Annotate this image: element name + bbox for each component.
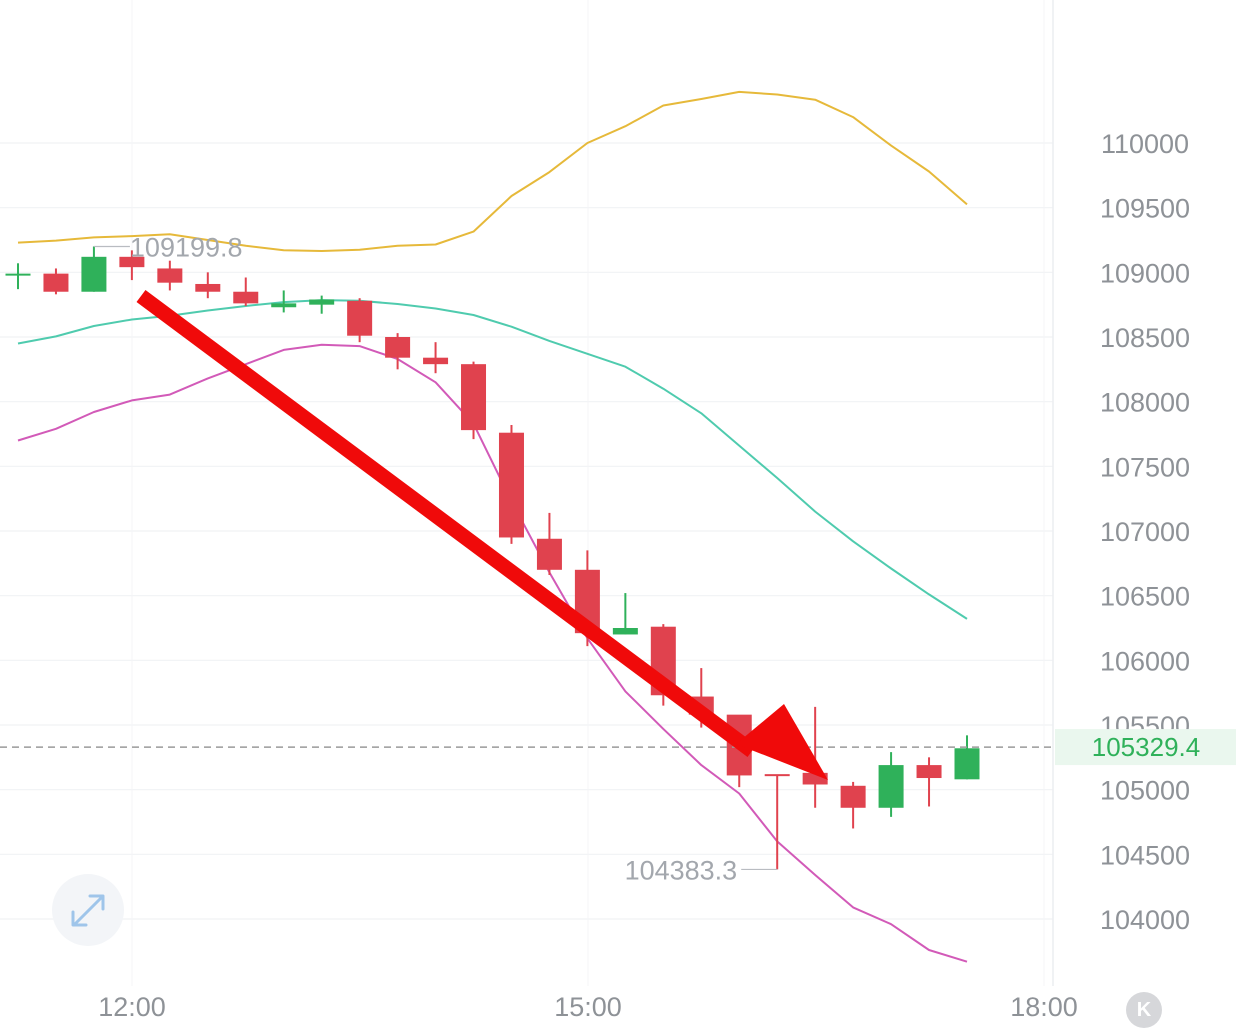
y-tick-label: 109500 — [1100, 194, 1190, 224]
candle — [347, 298, 373, 343]
y-axis: 1040001045001050001055001060001065001070… — [1100, 129, 1190, 935]
candle — [461, 361, 487, 440]
candle — [536, 512, 562, 575]
candle-body — [461, 364, 487, 431]
candle-body — [802, 772, 828, 785]
candle — [271, 290, 297, 313]
candle — [195, 272, 221, 299]
candle — [5, 263, 31, 290]
candle — [423, 342, 449, 374]
candle-body — [347, 300, 373, 336]
trend-arrow — [136, 289, 828, 780]
candle-body — [916, 765, 942, 779]
x-tick-label: 12:00 — [98, 992, 166, 1022]
y-tick-label: 104500 — [1100, 840, 1190, 870]
candle-body — [5, 273, 31, 276]
x-axis: 12:00 15:00 18:00 — [98, 992, 1078, 1022]
candle-body — [271, 303, 297, 308]
min-price-label: 104383.3 — [625, 855, 738, 885]
y-tick-label: 105000 — [1100, 776, 1190, 806]
upper-band-line — [17, 90, 968, 252]
lower-band-line — [17, 343, 968, 963]
k-line-toggle-icon[interactable]: K — [1126, 992, 1162, 1028]
candle — [233, 277, 259, 306]
current-price-line: 105329.4 — [0, 729, 1236, 766]
candle-body — [764, 774, 790, 777]
candle — [802, 706, 828, 808]
candle-body — [119, 256, 145, 268]
candle-body — [878, 765, 904, 808]
candle-body — [195, 283, 221, 292]
candle-body — [81, 256, 107, 292]
candle — [612, 593, 638, 635]
y-tick-label: 109000 — [1100, 258, 1190, 288]
y-tick-label: 106000 — [1100, 646, 1190, 676]
y-tick-label: 106500 — [1100, 582, 1190, 612]
candle — [385, 333, 411, 370]
candle — [81, 246, 107, 292]
candle-body — [385, 337, 411, 358]
y-tick-label: 104000 — [1100, 905, 1190, 935]
y-tick-label: 107000 — [1100, 517, 1190, 547]
x-tick-label: 18:00 — [1010, 992, 1078, 1022]
middle-band-line — [17, 299, 968, 620]
y-tick-label: 108500 — [1100, 323, 1190, 353]
candle — [119, 250, 145, 281]
candle-body — [423, 357, 449, 365]
candle-body — [233, 291, 259, 304]
candle — [840, 781, 866, 829]
candle — [498, 424, 524, 544]
trend-arrow-head — [736, 704, 828, 780]
candle — [764, 774, 790, 870]
y-tick-label: 108000 — [1100, 388, 1190, 418]
expand-chart-button[interactable] — [52, 874, 124, 946]
candle-body — [612, 628, 638, 635]
candle — [954, 735, 980, 780]
candle-body — [840, 785, 866, 808]
y-tick-label: 110000 — [1101, 129, 1189, 159]
expand-icon — [71, 894, 105, 927]
y-tick-label: 107500 — [1100, 452, 1190, 482]
candle-body — [498, 432, 524, 538]
max-price-label: 109199.8 — [130, 232, 243, 262]
candle-body — [43, 273, 69, 292]
candle-body — [536, 538, 562, 570]
candle — [309, 295, 335, 314]
candle-body — [157, 268, 183, 283]
bollinger-bands — [17, 90, 968, 963]
candle — [878, 752, 904, 817]
candle — [157, 260, 183, 291]
current-price-badge — [1055, 729, 1236, 766]
candle-body — [954, 748, 980, 780]
candle — [43, 268, 69, 295]
price-markers: 109199.8 104383.3 — [93, 232, 778, 885]
current-price-label: 105329.4 — [1092, 732, 1200, 762]
trend-arrow-shaft — [136, 289, 757, 758]
x-tick-label: 15:00 — [554, 992, 622, 1022]
candle — [916, 757, 942, 807]
candle-body — [309, 299, 335, 305]
